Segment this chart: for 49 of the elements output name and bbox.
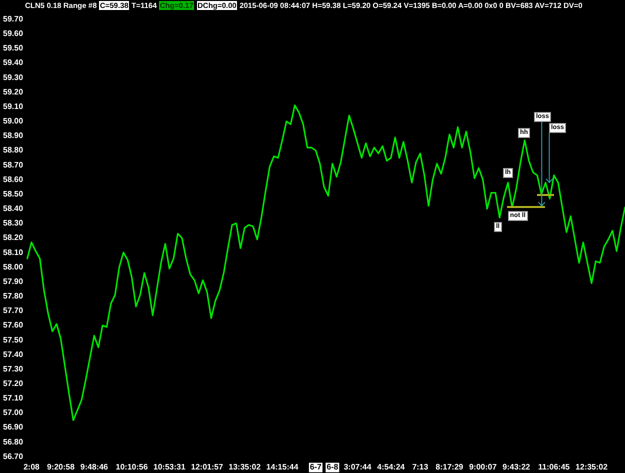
y-tick-label: 57.00 <box>3 408 24 418</box>
y-tick-label: 57.60 <box>3 320 24 330</box>
x-tick-label: 11:06:45 <box>538 462 570 472</box>
x-tick-label: 8:17:29 <box>436 462 464 472</box>
y-tick-label: 57.70 <box>3 306 24 316</box>
x-tick-label: 9:20:58 <box>46 462 76 472</box>
y-tick-label: 59.00 <box>3 116 24 126</box>
x-tick-label: 6-7 <box>310 462 322 472</box>
y-tick-label: 58.30 <box>3 218 24 228</box>
x-tick-label: 12:01:57 <box>191 462 224 472</box>
y-tick-label: 59.10 <box>3 102 24 111</box>
y-tick-label: 58.10 <box>3 248 24 257</box>
y-tick-label: 59.30 <box>3 72 24 82</box>
y-tick-label: 59.70 <box>3 14 24 24</box>
y-tick-label: 57.80 <box>3 292 24 301</box>
y-tick-label: 58.70 <box>3 160 24 170</box>
x-tick-label: 12:35:02 <box>576 462 608 472</box>
y-tick-label: 59.40 <box>3 58 24 68</box>
x-tick-label: 7:13 <box>412 462 429 472</box>
x-tick-label: 14:15:44 <box>266 462 299 472</box>
y-tick-label: 57.10 <box>3 394 24 403</box>
y-tick-label: 59.50 <box>3 44 24 53</box>
x-tick-label: 2:08 <box>23 462 40 472</box>
x-tick-label: 6-8 <box>326 462 339 472</box>
x-tick-label: 9:00:07 <box>469 462 498 472</box>
y-tick-label: 59.20 <box>3 87 24 96</box>
y-tick-label: 57.90 <box>3 276 24 286</box>
y-tick-label: 58.00 <box>3 262 24 272</box>
y-tick-label: 57.30 <box>3 364 24 374</box>
y-tick-label: 58.90 <box>3 131 24 140</box>
x-tick-label: 9:48:46 <box>80 462 109 472</box>
y-tick-label: 58.50 <box>3 189 24 198</box>
y-tick-label: 58.80 <box>3 146 24 155</box>
x-tick-label: 3:07:44 <box>344 462 372 472</box>
y-tick-label: 58.20 <box>3 233 24 242</box>
y-tick-label: 58.40 <box>3 204 24 214</box>
x-tick-label: 4:54:24 <box>377 462 406 472</box>
x-tick-label: 10:10:56 <box>116 462 148 472</box>
y-tick-label: 59.60 <box>3 29 24 38</box>
x-tick-label: 13:35:02 <box>228 462 262 472</box>
x-tick-label: 10:53:31 <box>153 462 186 472</box>
y-tick-label: 58.60 <box>3 174 24 184</box>
y-tick-label: 56.80 <box>3 437 24 446</box>
y-tick-label: 56.90 <box>3 422 24 432</box>
y-tick-label: 57.40 <box>3 350 24 359</box>
y-tick-label: 56.70 <box>3 452 24 461</box>
y-tick-label: 57.20 <box>3 379 24 388</box>
y-tick-label: 57.50 <box>3 335 24 344</box>
x-tick-label: 9:43:22 <box>502 462 531 472</box>
